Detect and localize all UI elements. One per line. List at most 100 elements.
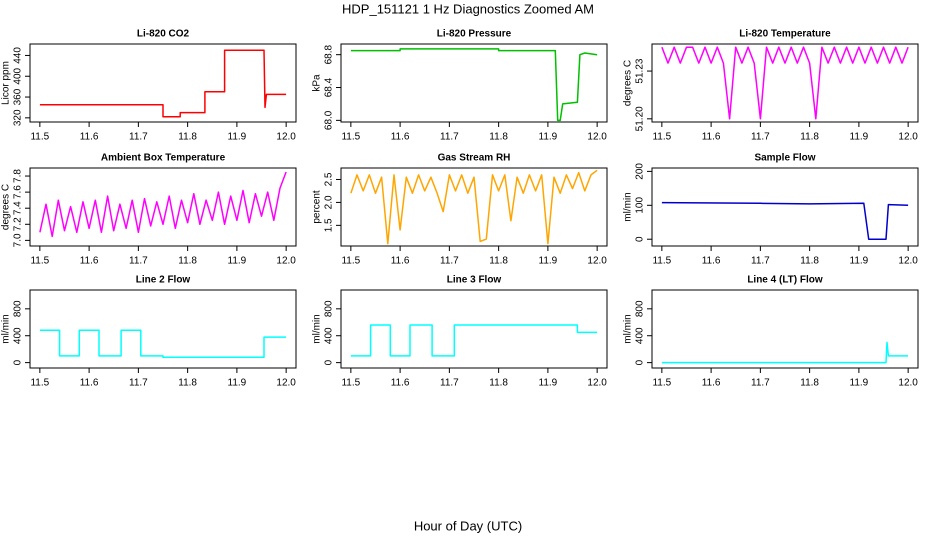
y-axis-label: degrees C (623, 60, 634, 106)
x-axis-label: Hour of Day (UTC) (414, 518, 522, 533)
panel-title: Sample Flow (754, 153, 815, 164)
x-tick-label: 11.5 (30, 132, 49, 143)
x-tick-label: 11.8 (800, 378, 819, 389)
x-tick-label: 12.0 (276, 378, 296, 389)
plot-frame (340, 167, 608, 247)
x-tick-label: 11.6 (702, 132, 721, 143)
panel-title: Li-820 Temperature (739, 29, 831, 40)
x-tick-label: 12.0 (898, 132, 918, 143)
y-tick-label: 100 (635, 197, 646, 214)
y-tick-label: 0 (13, 359, 24, 365)
y-axis-label: ml/min (623, 192, 634, 221)
x-tick-label: 12.0 (276, 132, 296, 143)
x-tick-label: 11.9 (539, 378, 558, 389)
panel-title: Ambient Box Temperature (101, 153, 226, 164)
x-tick-label: 11.5 (652, 256, 671, 267)
x-tick-label: 11.8 (489, 378, 508, 389)
x-tick-label: 11.8 (178, 132, 197, 143)
plot-frame (651, 167, 919, 247)
data-line (661, 46, 909, 120)
y-tick-label: 800 (13, 300, 24, 317)
x-tick-label: 11.5 (652, 378, 671, 389)
x-tick-label: 11.7 (751, 256, 770, 267)
x-tick-label: 11.8 (800, 256, 819, 267)
x-tick-label: 11.7 (129, 132, 148, 143)
plot-frame (340, 43, 608, 123)
x-tick-label: 11.8 (489, 256, 508, 267)
panel-title: Line 2 Flow (136, 275, 191, 286)
x-tick-label: 11.9 (228, 378, 247, 389)
data-line (39, 49, 287, 118)
panel-title: Li-820 CO2 (137, 29, 190, 40)
x-tick-label: 12.0 (276, 256, 296, 267)
x-tick-label: 11.8 (489, 132, 508, 143)
x-tick-label: 11.8 (178, 378, 197, 389)
y-tick-label: 2.0 (324, 195, 335, 209)
x-tick-label: 12.0 (587, 132, 607, 143)
panel-title: Line 3 Flow (447, 275, 502, 286)
data-line (39, 329, 287, 358)
data-line (350, 48, 598, 122)
y-axis-label: ml/min (1, 314, 12, 343)
y-axis-label: percent (312, 190, 323, 224)
plot-frame (340, 289, 608, 369)
y-tick-label: 360 (13, 88, 24, 105)
x-tick-label: 11.6 (391, 256, 410, 267)
x-tick-label: 11.9 (539, 256, 558, 267)
data-line (661, 201, 909, 240)
y-axis-label: Licor ppm (1, 61, 12, 105)
y-tick-label: 68.4 (324, 77, 335, 97)
y-tick-label: 200 (635, 163, 646, 180)
x-tick-label: 11.7 (129, 378, 148, 389)
x-tick-label: 11.6 (80, 256, 99, 267)
panel-title: Line 4 (LT) Flow (747, 275, 823, 286)
x-tick-label: 11.9 (539, 132, 558, 143)
main-title: HDP_151121 1 Hz Diagnostics Zoomed AM (342, 1, 594, 16)
x-tick-label: 11.6 (80, 378, 99, 389)
y-tick-label: 7.4 (13, 201, 24, 215)
x-tick-label: 11.9 (850, 256, 869, 267)
x-tick-label: 11.9 (850, 378, 869, 389)
y-tick-label: 0 (324, 359, 335, 365)
x-tick-label: 12.0 (587, 378, 607, 389)
x-tick-label: 11.6 (391, 378, 410, 389)
data-line (350, 169, 598, 245)
data-line (350, 324, 598, 357)
panel-title: Li-820 Pressure (437, 29, 512, 40)
x-tick-label: 11.7 (751, 132, 770, 143)
x-tick-label: 11.5 (341, 256, 360, 267)
y-tick-label: 0 (635, 236, 646, 242)
y-tick-label: 51.20 (635, 106, 646, 131)
x-tick-label: 11.7 (440, 378, 459, 389)
y-tick-label: 800 (324, 300, 335, 317)
x-tick-label: 11.7 (751, 378, 770, 389)
y-tick-label: 7.2 (13, 217, 24, 231)
x-tick-label: 11.6 (80, 132, 99, 143)
y-tick-label: 1.5 (324, 218, 335, 232)
x-tick-label: 11.8 (800, 132, 819, 143)
x-tick-label: 11.9 (228, 256, 247, 267)
x-tick-label: 11.7 (440, 256, 459, 267)
x-tick-label: 11.5 (652, 132, 671, 143)
y-axis-label: degrees C (1, 184, 12, 230)
x-tick-label: 11.7 (440, 132, 459, 143)
y-tick-label: 800 (635, 300, 646, 317)
y-tick-label: 400 (635, 327, 646, 344)
x-tick-label: 11.9 (850, 132, 869, 143)
plot-frame (29, 167, 297, 247)
y-axis-label: ml/min (312, 314, 323, 343)
y-tick-label: 320 (13, 109, 24, 126)
y-tick-label: 400 (13, 67, 24, 84)
x-tick-label: 12.0 (898, 378, 918, 389)
y-tick-label: 400 (324, 327, 335, 344)
y-tick-label: 2.5 (324, 172, 335, 186)
x-tick-label: 11.5 (30, 378, 49, 389)
plot-frame (29, 43, 297, 123)
x-tick-label: 11.6 (702, 378, 721, 389)
y-axis-label: ml/min (623, 314, 634, 343)
x-tick-label: 12.0 (587, 256, 607, 267)
x-tick-label: 11.5 (341, 132, 360, 143)
x-tick-label: 11.9 (228, 132, 247, 143)
y-tick-label: 440 (13, 47, 24, 64)
